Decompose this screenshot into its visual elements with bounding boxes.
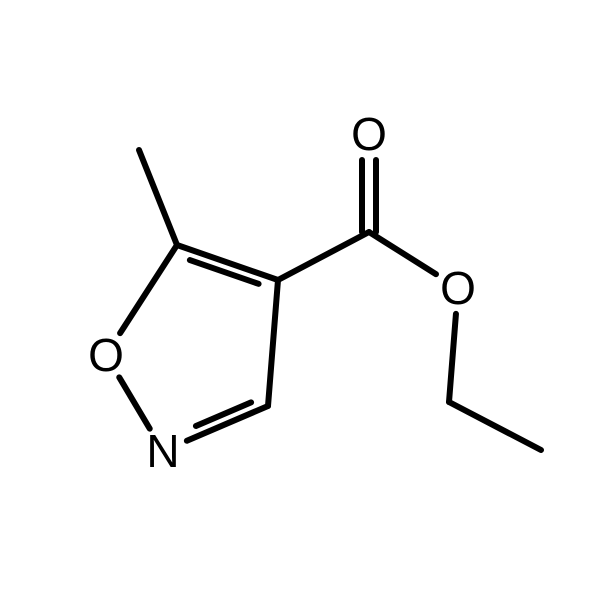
atom-label-o: O	[88, 329, 124, 381]
molecule-diagram: ONOO	[0, 0, 600, 600]
bond	[120, 245, 177, 333]
bond	[278, 232, 369, 280]
atom-label-o: O	[440, 262, 476, 314]
bond	[268, 280, 278, 406]
bond	[449, 402, 541, 450]
bond	[139, 150, 177, 245]
bond	[119, 377, 149, 428]
bond	[369, 232, 436, 274]
atom-label-n: N	[146, 425, 179, 477]
bonds-layer	[119, 150, 541, 450]
bond	[449, 314, 456, 402]
atom-label-o: O	[351, 108, 387, 160]
